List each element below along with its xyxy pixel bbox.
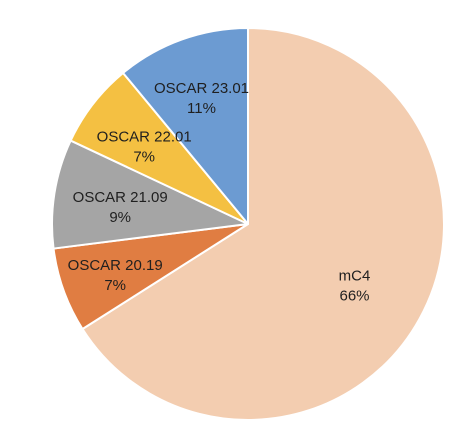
slice-label-name: OSCAR 23.01 [154,80,249,97]
pie-slices [51,27,445,421]
slice-label-name: OSCAR 22.01 [97,129,192,146]
slice-label-name: OSCAR 21.09 [73,189,168,206]
pie-slice-oscar-21-09 [51,139,249,250]
slice-label-name: OSCAR 20.19 [68,257,163,274]
slice-label-percent: 66% [339,288,369,305]
slice-label-percent: 11% [187,100,216,117]
pie-slice-oscar-23-01 [122,27,249,225]
slice-label-percent: 7% [133,149,155,166]
pie-data-labels: mC4 66% OSCAR 20.19 7% OSCAR 21.09 9% OSCAR 22… [68,80,371,305]
slice-label-percent: 7% [104,277,126,294]
slice-label-percent: 9% [109,209,131,226]
slice-label-name: mC4 [339,268,371,285]
pie-slice-mc4 [81,27,445,421]
